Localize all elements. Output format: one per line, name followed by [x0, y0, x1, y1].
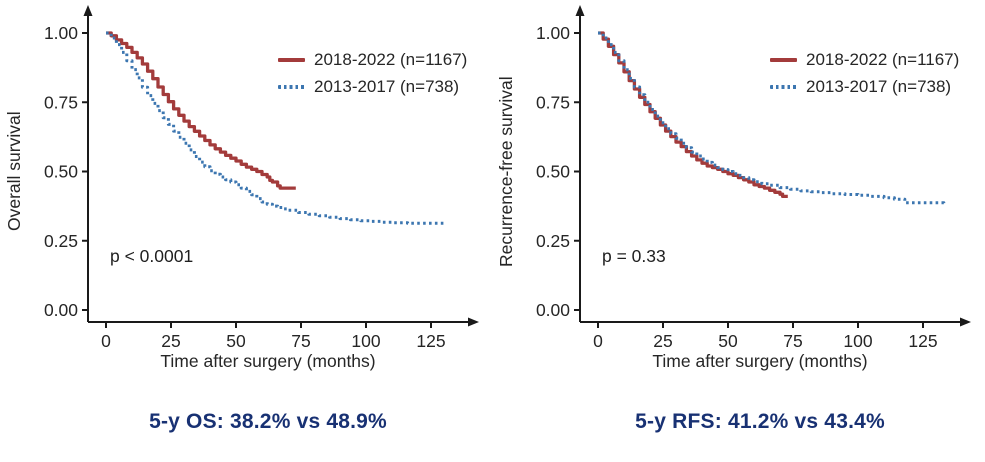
svg-text:1.00: 1.00: [536, 23, 570, 43]
svg-text:25: 25: [161, 331, 180, 351]
svg-text:50: 50: [226, 331, 246, 351]
svg-text:0: 0: [593, 331, 603, 351]
svg-text:75: 75: [291, 331, 310, 351]
svg-text:100: 100: [351, 331, 380, 351]
svg-text:0: 0: [101, 331, 111, 351]
legend-label-2013-2017: 2013-2017 (n=738): [314, 77, 460, 96]
panel-recurrence-free-survival: 0.00 0.25 0.50 0.75 1.00 0 25 50 75 100 125 Recurr…: [492, 0, 984, 462]
svg-text:0.50: 0.50: [536, 162, 570, 182]
svg-text:0.75: 0.75: [536, 92, 570, 112]
os-y-axis-title: Overall survival: [4, 111, 24, 232]
svg-text:0.00: 0.00: [44, 300, 78, 320]
rfs-pvalue: p = 0.33: [602, 246, 666, 266]
svg-text:0.00: 0.00: [536, 300, 570, 320]
svg-text:50: 50: [718, 331, 738, 351]
svg-text:125: 125: [416, 331, 445, 351]
svg-text:0.50: 0.50: [44, 162, 78, 182]
panel-overall-survival: 0.00 0.25 0.50 0.75 1.00 0 25 50 75 100 125 Overal…: [0, 0, 492, 462]
legend-label-2018-2022: 2018-2022 (n=1167): [806, 50, 960, 69]
os-legend: 2018-2022 (n=1167) 2013-2017 (n=738): [278, 50, 467, 97]
svg-text:25: 25: [653, 331, 672, 351]
os-x-axis-title: Time after surgery (months): [160, 351, 376, 371]
dotted-line-swatch-icon: [770, 85, 797, 89]
os-plot: 0.00 0.25 0.50 0.75 1.00 0 25 50 75 100 125: [44, 5, 479, 351]
solid-line-swatch-icon: [278, 58, 305, 62]
svg-text:0.75: 0.75: [44, 92, 78, 112]
legend-label-2013-2017: 2013-2017 (n=738): [806, 77, 952, 96]
os-caption: 5-y OS: 38.2% vs 48.9%: [149, 410, 387, 433]
os-pvalue: p < 0.0001: [110, 246, 194, 266]
dotted-line-swatch-icon: [278, 85, 305, 89]
svg-text:125: 125: [908, 331, 937, 351]
rfs-x-axis-title: Time after surgery (months): [652, 351, 868, 371]
legend-item-2013-2017: 2013-2017 (n=738): [278, 77, 467, 97]
rfs-plot: 0.00 0.25 0.50 0.75 1.00 0 25 50 75 100 125: [536, 5, 971, 351]
solid-line-swatch-icon: [770, 58, 797, 62]
legend-label-2018-2022: 2018-2022 (n=1167): [314, 50, 468, 69]
rfs-caption: 5-y RFS: 41.2% vs 43.4%: [635, 410, 885, 433]
svg-text:1.00: 1.00: [44, 23, 78, 43]
rfs-y-axis-title: Recurrence-free survival: [496, 76, 516, 267]
svg-text:100: 100: [843, 331, 872, 351]
svg-text:0.25: 0.25: [536, 231, 570, 251]
legend-item-2013-2017: 2013-2017 (n=738): [770, 77, 959, 97]
svg-text:0.25: 0.25: [44, 231, 78, 251]
svg-text:75: 75: [783, 331, 802, 351]
legend-item-2018-2022: 2018-2022 (n=1167): [770, 50, 959, 70]
rfs-legend: 2018-2022 (n=1167) 2013-2017 (n=738): [770, 50, 959, 97]
legend-item-2018-2022: 2018-2022 (n=1167): [278, 50, 467, 70]
